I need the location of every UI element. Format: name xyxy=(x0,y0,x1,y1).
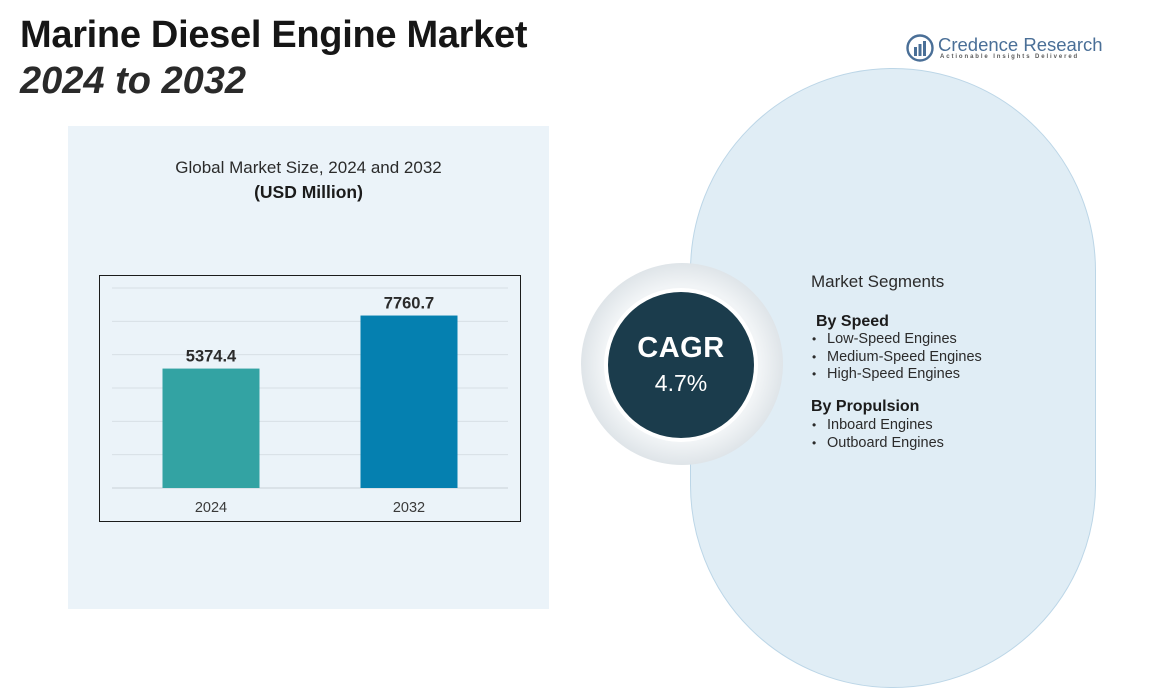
brand-logo: Credence Research Actionable Insights De… xyxy=(906,32,1103,66)
segment-item: Outboard Engines xyxy=(811,435,944,453)
data-label-2032: 7760.7 xyxy=(384,295,434,313)
segment-list-speed: Low-Speed Engines Medium-Speed Engines H… xyxy=(811,331,982,384)
cagr-value: 4.7% xyxy=(654,370,708,396)
bar-chart-logo-icon xyxy=(906,34,934,62)
data-label-2024: 5374.4 xyxy=(186,348,237,366)
page-subtitle: 2024 to 2032 xyxy=(20,60,247,102)
segment-list-propulsion: Inboard Engines Outboard Engines xyxy=(811,417,944,452)
segments-title: Market Segments xyxy=(811,272,945,291)
segment-heading-speed: By Speed xyxy=(816,313,889,330)
market-size-chart-panel: Global Market Size, 2024 and 2032 (USD M… xyxy=(68,126,549,609)
segment-item: Inboard Engines xyxy=(811,417,944,435)
chart-title: Global Market Size, 2024 and 2032 xyxy=(175,158,442,177)
segment-item: Low-Speed Engines xyxy=(811,331,982,349)
segment-item: High-Speed Engines xyxy=(811,366,982,384)
brand-name: Credence Research xyxy=(938,34,1103,55)
x-tick-label-2032: 2032 xyxy=(393,500,425,516)
cagr-badge: CAGR 4.7% xyxy=(608,292,754,438)
bar-2032 xyxy=(360,315,458,488)
segment-item: Medium-Speed Engines xyxy=(811,349,982,367)
chart-unit: (USD Million) xyxy=(254,182,363,202)
cagr-label: CAGR xyxy=(637,332,725,364)
brand-tagline: Actionable Insights Delivered xyxy=(940,54,1080,60)
chart-frame: 5374.4 2024 7760.7 2032 xyxy=(99,275,521,522)
x-tick-label-2024: 2024 xyxy=(195,500,227,516)
bar-chart: 5374.4 2024 7760.7 2032 xyxy=(112,287,508,516)
bar-2024 xyxy=(162,368,260,488)
page-title: Marine Diesel Engine Market xyxy=(20,14,528,56)
segment-heading-propulsion: By Propulsion xyxy=(811,398,920,415)
